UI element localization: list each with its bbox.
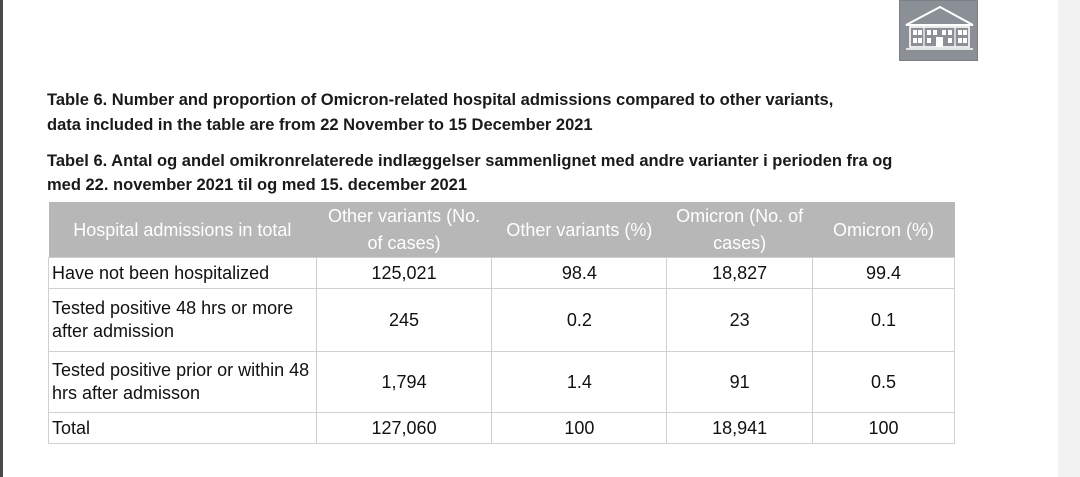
cell-omicron-percent: 99.4 bbox=[812, 257, 955, 289]
table-header-row: Hospital admissions in total Other varia… bbox=[48, 202, 955, 258]
header-omicron-cases: Omicron (No. of cases) bbox=[666, 202, 813, 258]
cell-omicron-cases: 91 bbox=[666, 351, 814, 413]
cell-omicron-cases: 18,941 bbox=[666, 412, 814, 444]
table-row-total: Total 127,060 100 18,941 100 bbox=[48, 412, 955, 444]
header-omicron-percent: Omicron (%) bbox=[812, 202, 955, 258]
table-caption-danish: Tabel 6. Antal og andel omikronrelatered… bbox=[47, 152, 893, 194]
building-logo-icon bbox=[899, 0, 978, 61]
row-label: Total bbox=[48, 412, 317, 444]
table-row: Tested positive prior or within 48 hrs a… bbox=[48, 351, 955, 413]
row-label: Tested positive 48 hrs or more after adm… bbox=[48, 288, 317, 352]
cell-omicron-percent: 0.5 bbox=[812, 351, 955, 413]
row-label: Tested positive prior or within 48 hrs a… bbox=[48, 351, 317, 413]
cell-other-variants-percent: 98.4 bbox=[491, 257, 668, 289]
page-right-margin bbox=[1058, 0, 1080, 477]
row-label: Have not been hospitalized bbox=[48, 257, 317, 289]
cell-omicron-percent: 0.1 bbox=[812, 288, 955, 352]
table-row: Tested positive 48 hrs or more after adm… bbox=[48, 288, 955, 352]
cell-other-variants-percent: 0.2 bbox=[491, 288, 668, 352]
table-row: Have not been hospitalized 125,021 98.4 … bbox=[48, 257, 955, 289]
page-left-edge bbox=[0, 0, 3, 477]
hospital-admissions-table: Hospital admissions in total Other varia… bbox=[48, 202, 955, 444]
header-hospital-admissions: Hospital admissions in total bbox=[48, 202, 317, 258]
cell-other-variants-cases: 127,060 bbox=[315, 412, 493, 444]
header-other-variants-percent: Other variants (%) bbox=[491, 202, 667, 258]
cell-other-variants-cases: 1,794 bbox=[315, 351, 493, 413]
cell-other-variants-cases: 125,021 bbox=[315, 257, 493, 289]
cell-omicron-cases: 23 bbox=[666, 288, 814, 352]
table-caption-english: Table 6. Number and proportion of Omicro… bbox=[47, 91, 834, 134]
cell-other-variants-percent: 100 bbox=[491, 412, 668, 444]
cell-omicron-percent: 100 bbox=[812, 412, 955, 444]
header-other-variants-cases: Other variants (No. of cases) bbox=[316, 202, 492, 258]
cell-other-variants-percent: 1.4 bbox=[491, 351, 668, 413]
cell-other-variants-cases: 245 bbox=[315, 288, 493, 352]
cell-omicron-cases: 18,827 bbox=[666, 257, 814, 289]
